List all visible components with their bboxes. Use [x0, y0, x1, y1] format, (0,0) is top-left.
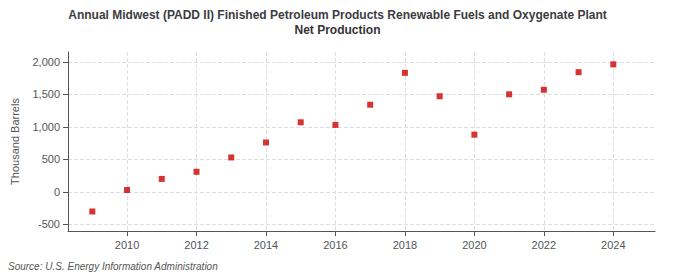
svg-text:2020: 2020 — [462, 239, 486, 251]
svg-text:0: 0 — [54, 186, 60, 198]
svg-text:2,000: 2,000 — [32, 56, 60, 68]
svg-text:1,500: 1,500 — [32, 88, 60, 100]
svg-text:2014: 2014 — [254, 239, 278, 251]
svg-text:2024: 2024 — [601, 239, 625, 251]
svg-text:2016: 2016 — [323, 239, 347, 251]
svg-text:500: 500 — [42, 153, 60, 165]
svg-text:-500: -500 — [38, 218, 60, 230]
svg-text:Annual Midwest (PADD II) Finis: Annual Midwest (PADD II) Finished Petrol… — [68, 8, 607, 22]
svg-text:2022: 2022 — [532, 239, 556, 251]
svg-text:1,000: 1,000 — [32, 121, 60, 133]
svg-text:2010: 2010 — [115, 239, 139, 251]
svg-text:Source: U.S. Energy Informatio: Source: U.S. Energy Information Administ… — [8, 261, 218, 272]
svg-text:2018: 2018 — [393, 239, 417, 251]
svg-text:Thousand Barrels: Thousand Barrels — [9, 98, 21, 185]
svg-text:Net Production: Net Production — [295, 23, 381, 37]
svg-text:2012: 2012 — [184, 239, 208, 251]
